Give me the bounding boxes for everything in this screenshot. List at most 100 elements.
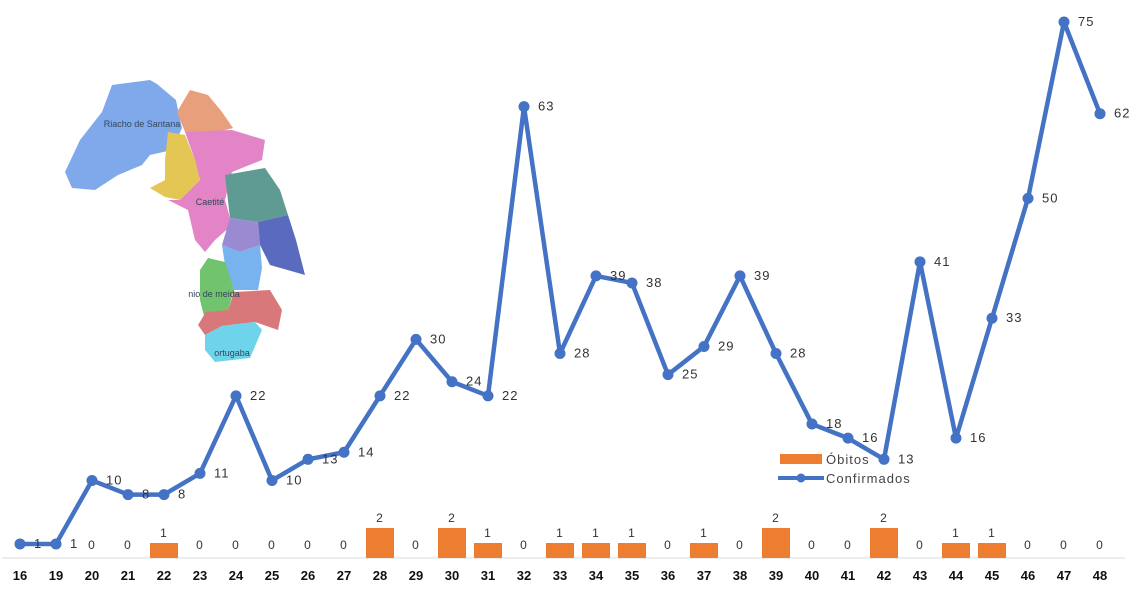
confirmados-point xyxy=(338,446,350,458)
confirmados-point xyxy=(590,270,602,282)
x-tick-label: 23 xyxy=(193,568,207,583)
x-tick-label: 33 xyxy=(553,568,567,583)
confirmados-point xyxy=(122,489,134,501)
confirmados-data-label: 8 xyxy=(178,487,186,502)
map-region-teal xyxy=(225,168,288,222)
map-region-purple-small xyxy=(222,218,260,252)
x-tick-label: 45 xyxy=(985,568,999,583)
x-tick-label: 40 xyxy=(805,568,819,583)
confirmados-data-label: 22 xyxy=(250,388,266,403)
confirmados-data-label: 16 xyxy=(862,430,878,445)
confirmados-point xyxy=(86,474,98,486)
confirmados-data-label: 10 xyxy=(106,472,122,487)
confirmados-data-label: 39 xyxy=(610,268,626,283)
obitos-data-label: 0 xyxy=(844,538,852,552)
obitos-data-label: 0 xyxy=(268,538,276,552)
confirmados-data-label: 13 xyxy=(898,451,914,466)
confirmados-data-label: 25 xyxy=(682,367,698,382)
obitos-bar xyxy=(690,543,718,558)
confirmados-data-label: 8 xyxy=(142,487,150,502)
confirmados-data-label: 30 xyxy=(430,331,446,346)
confirmados-point xyxy=(374,390,386,402)
legend-label-obitos: Óbitos xyxy=(826,452,870,467)
obitos-data-label: 0 xyxy=(88,538,96,552)
confirmados-point xyxy=(1058,16,1070,28)
confirmados-point xyxy=(446,376,458,388)
x-tick-label: 43 xyxy=(913,568,927,583)
confirmados-line xyxy=(17,19,1103,547)
confirmados-data-label: 50 xyxy=(1042,190,1058,205)
obitos-data-label: 0 xyxy=(916,538,924,552)
x-tick-label: 20 xyxy=(85,568,99,583)
x-tick-label: 35 xyxy=(625,568,639,583)
confirmados-point xyxy=(626,277,638,289)
confirmados-point xyxy=(698,340,710,352)
confirmados-data-label: 13 xyxy=(322,451,338,466)
confirmados-point xyxy=(734,270,746,282)
confirmados-point xyxy=(986,312,998,324)
obitos-data-label: 1 xyxy=(484,526,492,540)
obitos-data-label: 0 xyxy=(412,538,420,552)
confirmados-data-label: 38 xyxy=(646,275,662,290)
confirmados-data-label: 1 xyxy=(34,536,42,551)
x-tick-label: 48 xyxy=(1093,568,1107,583)
map-label-riacho: Riacho de Santana xyxy=(104,119,181,129)
map-label-nio: nio de meida xyxy=(188,289,240,299)
confirmados-data-label: 62 xyxy=(1114,106,1130,121)
legend-swatch-obitos xyxy=(780,454,822,464)
confirmados-data-label: 11 xyxy=(214,465,230,480)
obitos-data-label: 0 xyxy=(340,538,348,552)
obitos-bar xyxy=(150,543,178,558)
confirmados-data-label: 63 xyxy=(538,99,554,114)
obitos-bar xyxy=(582,543,610,558)
confirmados-point xyxy=(842,432,854,444)
x-tick-label: 29 xyxy=(409,568,423,583)
map-region-cyan xyxy=(205,322,262,362)
obitos-bar xyxy=(546,543,574,558)
confirmados-point xyxy=(878,453,890,465)
x-tick-label: 28 xyxy=(373,568,387,583)
points-layer xyxy=(14,16,1106,550)
confirmados-data-label: 75 xyxy=(1078,14,1094,29)
confirmados-point xyxy=(194,467,206,479)
obitos-data-label: 1 xyxy=(952,526,960,540)
confirmados-point xyxy=(266,474,278,486)
obitos-data-label: 0 xyxy=(736,538,744,552)
confirmados-data-label: 41 xyxy=(934,254,950,269)
obitos-data-label: 0 xyxy=(664,538,672,552)
confirmados-point xyxy=(770,348,782,360)
obitos-data-label: 1 xyxy=(700,526,708,540)
map-label-caetite: Caetité xyxy=(196,197,225,207)
obitos-data-label: 0 xyxy=(808,538,816,552)
confirmados-point xyxy=(914,256,926,268)
map-region-riacho-de-santana xyxy=(65,80,182,190)
map-region-indigo xyxy=(258,215,305,275)
legend-swatch-confirmados-marker xyxy=(796,473,806,483)
obitos-data-label: 0 xyxy=(196,538,204,552)
confirmados-point xyxy=(50,538,62,550)
confirmados-data-label: 14 xyxy=(358,444,374,459)
obitos-data-label: 1 xyxy=(592,526,600,540)
confirmados-data-label: 1 xyxy=(70,536,78,551)
confirmados-point xyxy=(410,333,422,345)
x-tick-label: 25 xyxy=(265,568,279,583)
obitos-bar xyxy=(870,528,898,558)
confirmados-data-label: 33 xyxy=(1006,310,1022,325)
legend: Óbitos Confirmados xyxy=(778,452,910,486)
obitos-bar xyxy=(474,543,502,558)
confirmados-point xyxy=(554,348,566,360)
map-region-green xyxy=(200,258,234,320)
x-tick-label: 34 xyxy=(589,568,604,583)
confirmados-data-label: 22 xyxy=(502,388,518,403)
map-region-north xyxy=(177,90,233,133)
x-tick-label: 36 xyxy=(661,568,675,583)
obitos-data-label: 0 xyxy=(1024,538,1032,552)
x-tick-label: 24 xyxy=(229,568,244,583)
obitos-bar xyxy=(438,528,466,558)
map-label-portugaba: ortugaba xyxy=(214,348,250,358)
confirmados-data-label: 22 xyxy=(394,388,410,403)
confirmados-point xyxy=(1022,192,1034,204)
obitos-data-label: 0 xyxy=(124,538,132,552)
obitos-data-label: 2 xyxy=(772,511,780,525)
